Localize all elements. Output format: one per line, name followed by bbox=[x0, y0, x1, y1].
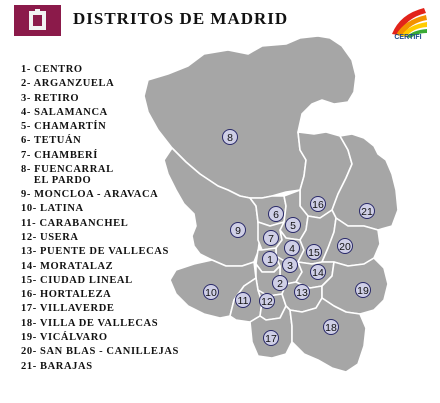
legend-item: 13- PUENTE DE VALLECAS bbox=[21, 246, 169, 258]
district-badge-10: 10 bbox=[203, 284, 219, 300]
district-21-area bbox=[331, 133, 399, 231]
district-badge-7: 7 bbox=[263, 230, 279, 246]
district-label-6: 6 bbox=[273, 209, 279, 221]
district-label-11: 11 bbox=[238, 295, 249, 307]
legend-item: 8- FUENCARRAL EL PARDO bbox=[21, 164, 114, 187]
district-badge-14: 14 bbox=[310, 264, 326, 280]
district-label-20: 20 bbox=[339, 241, 351, 253]
legend-item: 9- MONCLOA - ARAVACA bbox=[21, 189, 159, 201]
district-badge-3: 3 bbox=[282, 257, 298, 273]
certifi-logo bbox=[392, 8, 427, 38]
district-badge-15: 15 bbox=[306, 244, 322, 260]
district-badge-21: 21 bbox=[359, 203, 375, 219]
district-label-8: 8 bbox=[227, 132, 233, 144]
legend-item: 17- VILLAVERDE bbox=[21, 303, 115, 315]
legend-item: 16- HORTALEZA bbox=[21, 289, 112, 301]
district-label-17: 17 bbox=[265, 333, 277, 345]
legend-item: 10- LATINA bbox=[21, 203, 84, 215]
district-badge-13: 13 bbox=[294, 284, 310, 300]
legend-item: 14- MORATALAZ bbox=[21, 260, 114, 272]
district-badge-12: 12 bbox=[259, 293, 275, 309]
district-label-13: 13 bbox=[296, 287, 308, 299]
legend-item: 4- SALAMANCA bbox=[21, 106, 108, 118]
district-label-1: 1 bbox=[267, 254, 273, 266]
district-legend: 1- CENTRO 2- ARGANZUELA 3- RETIRO 4- SAL… bbox=[21, 63, 179, 374]
legend-item: 19- VICÁLVARO bbox=[21, 332, 108, 344]
district-label-5: 5 bbox=[290, 220, 296, 232]
district-label-10: 10 bbox=[205, 287, 217, 299]
certifi-label: CERTIFI bbox=[394, 34, 422, 41]
district-badge-1: 1 bbox=[262, 251, 278, 267]
madrid-coat-of-arms-logo bbox=[14, 5, 61, 36]
district-label-16: 16 bbox=[312, 199, 324, 211]
district-badge-18: 18 bbox=[323, 319, 339, 335]
legend-item: 1- CENTRO bbox=[21, 64, 83, 75]
district-badge-11: 11 bbox=[235, 292, 251, 308]
district-18-area bbox=[289, 297, 367, 373]
legend-item: 21- BARAJAS bbox=[21, 360, 93, 372]
district-badge-19: 19 bbox=[355, 282, 371, 298]
district-badge-20: 20 bbox=[337, 238, 353, 254]
legend-item: 12- USERA bbox=[21, 231, 79, 243]
district-badge-6: 6 bbox=[268, 206, 284, 222]
district-label-18: 18 bbox=[325, 322, 337, 334]
district-badge-4: 4 bbox=[284, 240, 300, 256]
district-label-3: 3 bbox=[287, 260, 293, 272]
district-label-7: 7 bbox=[268, 233, 274, 245]
district-badge-2: 2 bbox=[272, 275, 288, 291]
legend-item: 15- CIUDAD LINEAL bbox=[21, 274, 133, 286]
district-label-9: 9 bbox=[235, 225, 241, 237]
legend-item: 7- CHAMBERÍ bbox=[21, 149, 98, 161]
legend-item: 20- SAN BLAS - CANILLEJAS bbox=[21, 346, 179, 358]
district-badge-16: 16 bbox=[310, 196, 326, 212]
district-label-15: 15 bbox=[308, 247, 320, 259]
legend-item: 18- VILLA DE VALLECAS bbox=[21, 317, 159, 329]
legend-item: 2- ARGANZUELA bbox=[21, 78, 115, 90]
district-label-2: 2 bbox=[277, 278, 283, 290]
district-label-12: 12 bbox=[261, 296, 273, 308]
district-number-badges: 8 16 21 6 5 9 7 4 15 20 1 3 14 2 13 19 1… bbox=[203, 129, 375, 346]
district-badge-5: 5 bbox=[285, 217, 301, 233]
district-badge-17: 17 bbox=[263, 330, 279, 346]
district-label-14: 14 bbox=[312, 267, 324, 279]
district-badge-8: 8 bbox=[222, 129, 238, 145]
madrid-districts-map: 8 16 21 6 5 9 7 4 15 20 1 3 14 2 13 19 1… bbox=[143, 35, 399, 373]
map-title: DISTRITOS DE MADRID bbox=[73, 9, 289, 28]
legend-item: 5- CHAMARTÍN bbox=[21, 121, 107, 133]
district-label-19: 19 bbox=[357, 285, 369, 297]
district-label-4: 4 bbox=[289, 243, 295, 255]
district-badge-9: 9 bbox=[230, 222, 246, 238]
district-label-21: 21 bbox=[361, 206, 373, 218]
legend-item: 6- TETUÁN bbox=[21, 135, 82, 147]
legend-item: 11- CARABANCHEL bbox=[21, 217, 129, 229]
legend-item: 3- RETIRO bbox=[21, 92, 80, 104]
